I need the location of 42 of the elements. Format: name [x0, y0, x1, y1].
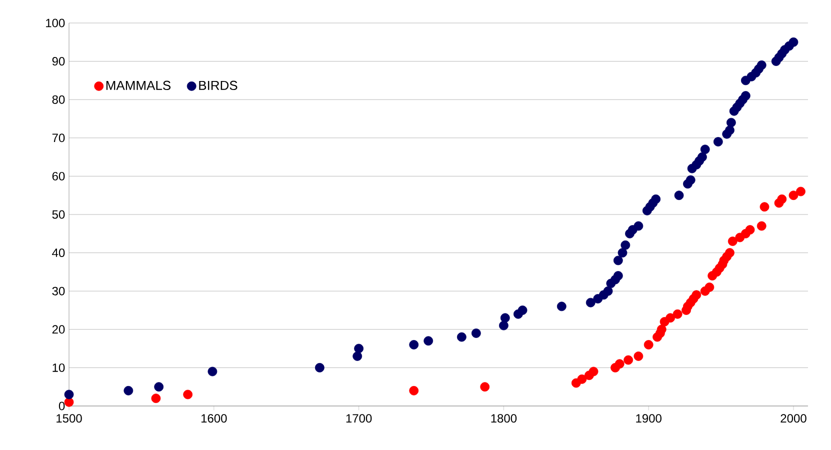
y-tick-label: 80 — [52, 95, 65, 104]
x-tick-label: 1600 — [201, 414, 227, 423]
point — [183, 390, 193, 400]
point — [692, 290, 702, 300]
point — [756, 221, 766, 231]
point — [704, 282, 714, 292]
y-tick-label: 100 — [46, 18, 65, 28]
point — [614, 359, 624, 369]
y-tick-label: 20 — [52, 325, 65, 334]
point — [745, 225, 755, 235]
point — [409, 386, 419, 396]
point — [796, 186, 806, 196]
point — [151, 394, 161, 404]
x-tick-label: 1700 — [346, 414, 372, 423]
y-tick-label: 50 — [52, 210, 65, 219]
point — [725, 248, 734, 258]
point — [777, 194, 787, 204]
point — [788, 190, 798, 200]
x-tick-label: 1800 — [491, 414, 517, 423]
point — [728, 236, 738, 246]
x-tick-label: 2000 — [780, 414, 806, 423]
point — [666, 313, 676, 323]
point — [480, 382, 490, 392]
y-tick-label: 70 — [52, 134, 65, 142]
point — [624, 355, 634, 365]
point — [588, 366, 598, 376]
y-tick-label: 60 — [52, 172, 65, 180]
x-tick-label: 1500 — [56, 414, 82, 423]
legend-label: BIRDS — [199, 80, 238, 90]
y-tick-label: 30 — [52, 286, 65, 296]
y-tick-label: 90 — [52, 57, 65, 66]
y-tick-label: 0 — [58, 402, 65, 410]
point — [760, 202, 770, 212]
y-tick-label: 40 — [52, 248, 65, 258]
point — [577, 374, 587, 384]
y-tick-label: 10 — [52, 363, 65, 372]
point — [656, 324, 666, 334]
point — [644, 340, 654, 350]
x-tick-label: 1900 — [636, 414, 662, 423]
point — [672, 309, 682, 319]
point — [634, 351, 644, 361]
legend-label: MAMMALS — [106, 80, 171, 90]
